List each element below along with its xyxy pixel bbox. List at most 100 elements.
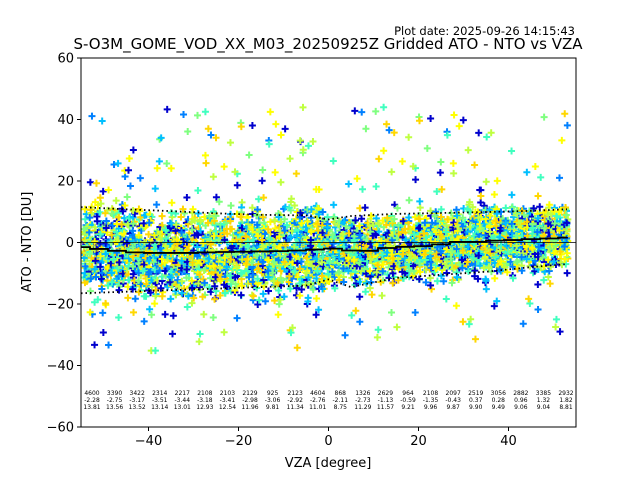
bin-stat-count: 2629 bbox=[378, 390, 393, 397]
scatter-point bbox=[135, 269, 143, 277]
bin-stat-mean: -2.75 bbox=[107, 397, 123, 404]
scatter-point bbox=[245, 151, 253, 159]
scatter-point bbox=[87, 274, 95, 282]
scatter-point bbox=[86, 178, 94, 186]
scatter-point bbox=[121, 173, 129, 181]
scatter-points bbox=[81, 103, 572, 355]
scatter-point bbox=[233, 263, 241, 271]
bin-stat-std: 13.14 bbox=[151, 404, 168, 411]
bin-stat-mean: -2.11 bbox=[333, 397, 349, 404]
scatter-point bbox=[124, 294, 132, 302]
scatter-point bbox=[126, 182, 134, 190]
bin-stat-mean: -3.18 bbox=[197, 397, 213, 404]
scatter-point bbox=[233, 314, 241, 322]
scatter-point bbox=[98, 117, 106, 125]
scatter-point bbox=[238, 282, 246, 290]
scatter-point bbox=[178, 277, 186, 285]
scatter-point bbox=[194, 209, 202, 217]
scatter-point bbox=[109, 256, 117, 264]
bin-stat-mean: 1.82 bbox=[559, 397, 573, 404]
scatter-point bbox=[88, 112, 96, 120]
scatter-point bbox=[168, 330, 176, 338]
scatter-point bbox=[129, 220, 137, 228]
scatter-point bbox=[212, 193, 220, 201]
scatter-point bbox=[110, 160, 118, 168]
scatter-point bbox=[227, 202, 235, 210]
chart-title: S-O3M_GOME_VOD_XX_M03_20250925Z Gridded … bbox=[73, 35, 583, 54]
bin-stat-count: 1326 bbox=[355, 390, 370, 397]
scatter-point bbox=[201, 265, 209, 273]
scatter-point bbox=[227, 256, 235, 264]
scatter-point bbox=[180, 285, 188, 293]
scatter-point bbox=[211, 282, 219, 290]
scatter-point bbox=[145, 257, 153, 265]
scatter-point bbox=[210, 232, 218, 240]
scatter-point bbox=[153, 164, 161, 172]
scatter-point bbox=[136, 207, 144, 215]
scatter-point bbox=[216, 232, 224, 240]
scatter-point bbox=[93, 213, 101, 221]
scatter-point bbox=[189, 258, 197, 266]
scatter-point bbox=[102, 224, 110, 232]
scatter-point bbox=[145, 268, 153, 276]
bin-stat-mean: -3.41 bbox=[220, 397, 236, 404]
scatter-point bbox=[140, 260, 148, 268]
scatter-point bbox=[194, 187, 202, 195]
bin-stat-count: 4604 bbox=[310, 390, 325, 397]
bin-stat-mean: -2.28 bbox=[84, 397, 100, 404]
scatter-point bbox=[172, 287, 180, 295]
scatter-point bbox=[151, 300, 159, 308]
bin-stat-mean: -3.51 bbox=[152, 397, 168, 404]
scatter-point bbox=[204, 219, 212, 227]
scatter-point bbox=[91, 341, 99, 349]
bin-stat-std: 9.90 bbox=[469, 404, 483, 411]
scatter-point bbox=[226, 225, 234, 233]
scatter-point bbox=[183, 303, 191, 311]
scatter-point bbox=[129, 243, 137, 251]
scatter-point bbox=[146, 305, 154, 313]
scatter-point bbox=[195, 338, 203, 346]
scatter-point bbox=[223, 219, 231, 227]
scatter-point bbox=[200, 310, 208, 318]
scatter-point bbox=[129, 146, 137, 154]
scatter-point bbox=[169, 312, 177, 320]
bin-stat-count: 2519 bbox=[468, 390, 483, 397]
scatter-point bbox=[145, 219, 153, 227]
scatter-point bbox=[162, 227, 170, 235]
scatter-point bbox=[220, 328, 228, 336]
y-axis-label: ATO - NTO [DU] bbox=[20, 192, 35, 293]
scatter-point bbox=[194, 279, 202, 287]
bin-stat-mean: -0.59 bbox=[400, 397, 416, 404]
scatter-point bbox=[205, 283, 213, 291]
bin-stat-count: 2129 bbox=[242, 390, 257, 397]
scatter-point bbox=[96, 194, 104, 202]
scatter-point bbox=[226, 272, 234, 280]
scatter-point bbox=[96, 230, 104, 238]
bin-stat-mean: 1.32 bbox=[537, 397, 551, 404]
scatter-point bbox=[178, 257, 186, 265]
scatter-point bbox=[194, 111, 202, 119]
scatter-point bbox=[167, 164, 175, 172]
scatter-point bbox=[86, 214, 94, 222]
bin-stat-std: 12.54 bbox=[219, 404, 236, 411]
scatter-point bbox=[158, 292, 166, 300]
scatter-point bbox=[164, 283, 172, 291]
scatter-point bbox=[211, 295, 219, 303]
bin-stat-std: 11.34 bbox=[287, 404, 304, 411]
scatter-point bbox=[125, 214, 133, 222]
scatter-point bbox=[237, 291, 245, 299]
scatter-point bbox=[178, 289, 186, 297]
scatter-point bbox=[123, 193, 131, 201]
bin-stat-std: 11.29 bbox=[354, 404, 371, 411]
scatter-point bbox=[173, 240, 181, 248]
scatter-point bbox=[188, 284, 196, 292]
scatter-point bbox=[153, 201, 161, 209]
bin-stat-std: 8.81 bbox=[559, 404, 573, 411]
scatter-point bbox=[196, 283, 204, 291]
scatter-point bbox=[184, 128, 192, 136]
scatter-point bbox=[85, 228, 93, 236]
scatter-point bbox=[163, 159, 171, 167]
scatter-point bbox=[121, 202, 129, 210]
y-axis: −60 −40 −20 0 20 40 60 bbox=[47, 52, 81, 436]
bin-stat-std: 11.57 bbox=[377, 404, 394, 411]
